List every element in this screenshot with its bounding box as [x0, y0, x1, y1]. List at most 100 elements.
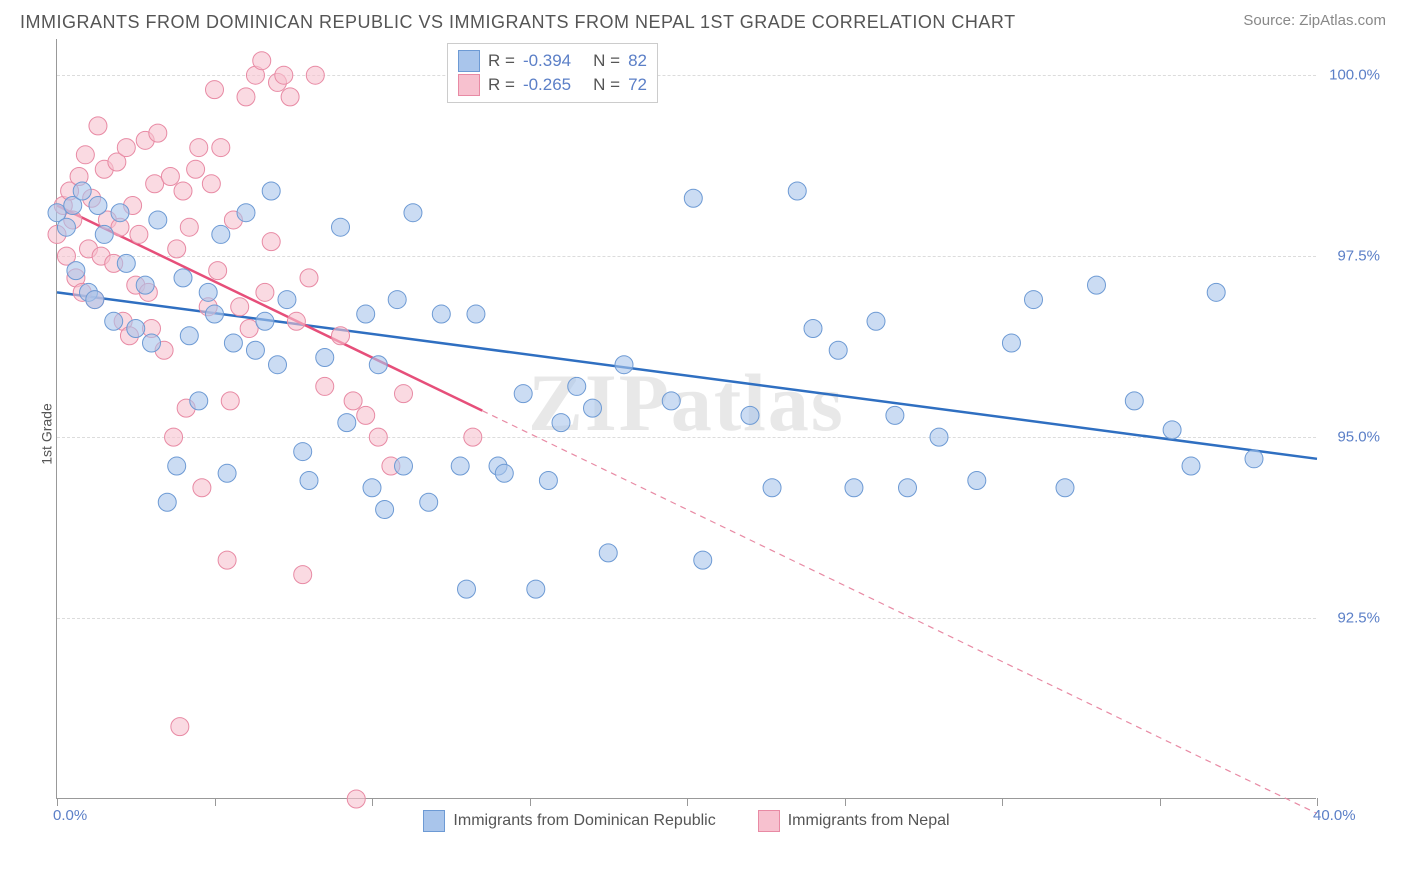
data-point [199, 283, 217, 301]
data-point [76, 146, 94, 164]
data-point [788, 182, 806, 200]
data-point [1245, 450, 1263, 468]
data-point [57, 218, 75, 236]
data-point [369, 356, 387, 374]
x-tick [215, 798, 216, 806]
data-point [174, 269, 192, 287]
data-point [127, 320, 145, 338]
data-point [275, 66, 293, 84]
data-point [357, 305, 375, 323]
data-point [930, 428, 948, 446]
data-point [464, 428, 482, 446]
x-tick [1002, 798, 1003, 806]
data-point [1025, 291, 1043, 309]
data-point [376, 500, 394, 518]
data-point [256, 312, 274, 330]
data-point [552, 414, 570, 432]
data-point [404, 204, 422, 222]
series-legend: Immigrants from Dominican RepublicImmigr… [57, 810, 1316, 832]
data-point [193, 479, 211, 497]
data-point [432, 305, 450, 323]
data-point [73, 182, 91, 200]
x-tick [530, 798, 531, 806]
data-point [161, 168, 179, 186]
data-point [968, 472, 986, 490]
data-point [395, 385, 413, 403]
x-tick [57, 798, 58, 806]
data-point [67, 262, 85, 280]
data-point [86, 291, 104, 309]
scatter-points [57, 39, 1317, 799]
y-axis-title: 1st Grade [39, 403, 55, 464]
data-point [1163, 421, 1181, 439]
data-point [804, 320, 822, 338]
data-point [300, 472, 318, 490]
data-point [168, 240, 186, 258]
data-point [130, 225, 148, 243]
data-point [224, 334, 242, 352]
data-point [395, 457, 413, 475]
data-point [568, 377, 586, 395]
data-point [89, 117, 107, 135]
data-point [253, 52, 271, 70]
data-point [237, 88, 255, 106]
y-tick-label: 92.5% [1322, 610, 1380, 627]
legend-stat-row: R = -0.394N = 82 [458, 50, 647, 72]
data-point [165, 428, 183, 446]
data-point [212, 139, 230, 157]
legend-stat-row: R = -0.265N = 72 [458, 74, 647, 96]
data-point [388, 291, 406, 309]
data-point [294, 566, 312, 584]
legend-swatch [423, 810, 445, 832]
data-point [180, 218, 198, 236]
data-point [187, 160, 205, 178]
legend-series-label: Immigrants from Dominican Republic [453, 812, 715, 830]
data-point [221, 392, 239, 410]
data-point [467, 305, 485, 323]
data-point [344, 392, 362, 410]
data-point [143, 334, 161, 352]
data-point [369, 428, 387, 446]
data-point [174, 182, 192, 200]
data-point [218, 464, 236, 482]
data-point [662, 392, 680, 410]
legend-swatch [458, 74, 480, 96]
data-point [615, 356, 633, 374]
data-point [158, 493, 176, 511]
data-point [180, 327, 198, 345]
data-point [451, 457, 469, 475]
data-point [105, 312, 123, 330]
data-point [338, 414, 356, 432]
data-point [237, 204, 255, 222]
data-point [829, 341, 847, 359]
chart-area: 1st Grade ZIPatlas 92.5%95.0%97.5%100.0%… [56, 39, 1386, 829]
legend-series-item: Immigrants from Dominican Republic [423, 810, 715, 832]
data-point [149, 124, 167, 142]
x-tick [1160, 798, 1161, 806]
stats-legend: R = -0.394N = 82R = -0.265N = 72 [447, 43, 658, 103]
x-tick [1317, 798, 1318, 806]
plot-region: ZIPatlas 92.5%95.0%97.5%100.0% R = -0.39… [56, 39, 1316, 799]
data-point [306, 66, 324, 84]
data-point [1056, 479, 1074, 497]
data-point [845, 479, 863, 497]
data-point [886, 406, 904, 424]
data-point [206, 305, 224, 323]
data-point [294, 443, 312, 461]
data-point [694, 551, 712, 569]
data-point [231, 298, 249, 316]
data-point [168, 457, 186, 475]
y-tick-label: 100.0% [1322, 67, 1380, 84]
data-point [117, 139, 135, 157]
data-point [278, 291, 296, 309]
y-tick-label: 97.5% [1322, 248, 1380, 265]
data-point [316, 348, 334, 366]
data-point [357, 406, 375, 424]
data-point [584, 399, 602, 417]
data-point [111, 204, 129, 222]
data-point [684, 189, 702, 207]
x-tick [372, 798, 373, 806]
data-point [1002, 334, 1020, 352]
source-attribution: Source: ZipAtlas.com [1243, 12, 1386, 29]
legend-swatch [458, 50, 480, 72]
